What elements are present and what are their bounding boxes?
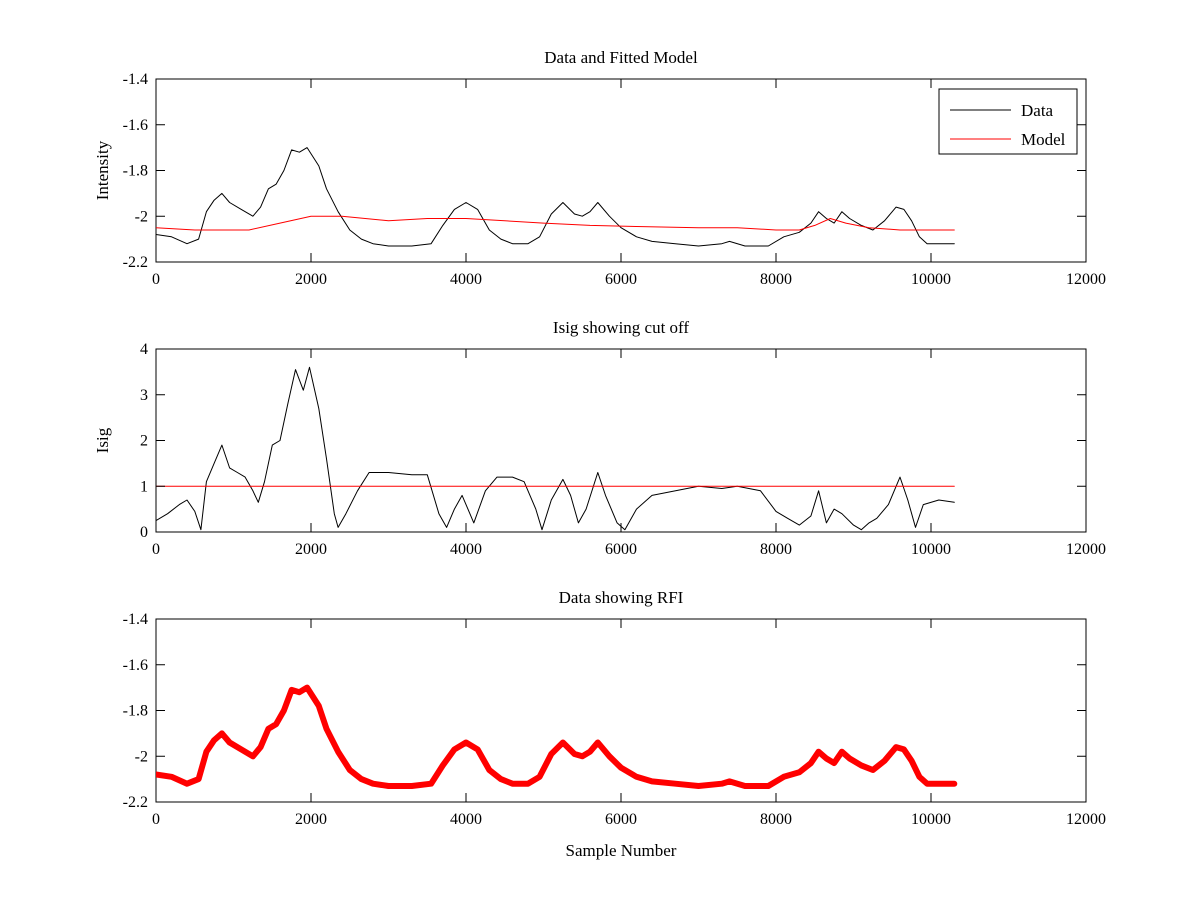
series-line-1 xyxy=(156,366,955,531)
x-tick-label: 10000 xyxy=(911,541,951,558)
x-tick-label: 10000 xyxy=(911,271,951,288)
x-tick-label: 6000 xyxy=(605,811,637,828)
chart-title: Data and Fitted Model xyxy=(544,48,698,67)
x-tick-label: 2000 xyxy=(295,811,327,828)
x-axis-label: Sample Number xyxy=(566,841,677,860)
x-tick-label: 12000 xyxy=(1066,541,1106,558)
series-group xyxy=(156,147,955,247)
x-tick-label: 0 xyxy=(152,811,160,828)
chart-panel-2: 0 2000 4000 6000 8000 10000 12000 0 1 2 3 4 Isig sho… xyxy=(93,318,1106,558)
chart-panel-1: 0 2000 4000 6000 8000 10000 12000 -2.2 -2 -1.8 -1.… xyxy=(93,48,1106,288)
x-tick-label: 0 xyxy=(152,271,160,288)
series-line-data xyxy=(156,147,955,247)
x-tick-label: 8000 xyxy=(760,811,792,828)
y-tick-label: -1.8 xyxy=(123,703,148,720)
y-axis-label: Isig xyxy=(93,427,112,453)
y-tick-label: 0 xyxy=(140,524,148,541)
legend-label-model: Model xyxy=(1021,130,1066,149)
x-tick-label: 2000 xyxy=(295,271,327,288)
x-tick-label: 12000 xyxy=(1066,271,1106,288)
legend-label-data: Data xyxy=(1021,101,1054,120)
y-tick-label: -1.4 xyxy=(123,611,148,628)
x-tick-label: 8000 xyxy=(760,541,792,558)
x-tick-label: 4000 xyxy=(450,541,482,558)
x-tick-label: 0 xyxy=(152,541,160,558)
x-tick-label: 4000 xyxy=(450,811,482,828)
y-tick-label: -1.8 xyxy=(123,163,148,180)
legend-box xyxy=(938,88,1078,155)
x-tick-label: 10000 xyxy=(911,811,951,828)
x-tick-label: 6000 xyxy=(605,541,637,558)
x-tick-label: 8000 xyxy=(760,271,792,288)
y-tick-label: -2.2 xyxy=(123,254,148,271)
y-tick-label: 2 xyxy=(140,433,148,450)
series-group xyxy=(156,684,958,789)
x-tick-label: 6000 xyxy=(605,271,637,288)
y-tick-label: -2 xyxy=(135,748,148,765)
y-tick-label: 3 xyxy=(140,387,148,404)
chart-title: Data showing RFI xyxy=(559,588,684,607)
chart-panel-3: 0 2000 4000 6000 8000 10000 12000 -2.2 -2 -1.8 -1.… xyxy=(123,588,1106,860)
y-tick-label: -2.2 xyxy=(123,794,148,811)
legend: Data Model xyxy=(938,88,1078,155)
x-tick-label: 12000 xyxy=(1066,811,1106,828)
x-tick-label: 4000 xyxy=(450,271,482,288)
y-tick-label: 4 xyxy=(140,341,148,358)
series-group xyxy=(156,366,955,531)
series-line-1 xyxy=(156,684,958,789)
y-axis-label: Intensity xyxy=(93,140,112,200)
chart-title: Isig showing cut off xyxy=(553,318,689,337)
y-tick-label: -1.6 xyxy=(123,117,148,134)
x-tick-label: 2000 xyxy=(295,541,327,558)
y-tick-label: -1.4 xyxy=(123,71,148,88)
y-tick-label: -2 xyxy=(135,208,148,225)
series-line-model xyxy=(156,215,955,231)
y-tick-label: -1.6 xyxy=(123,657,148,674)
y-tick-label: 1 xyxy=(140,478,148,495)
